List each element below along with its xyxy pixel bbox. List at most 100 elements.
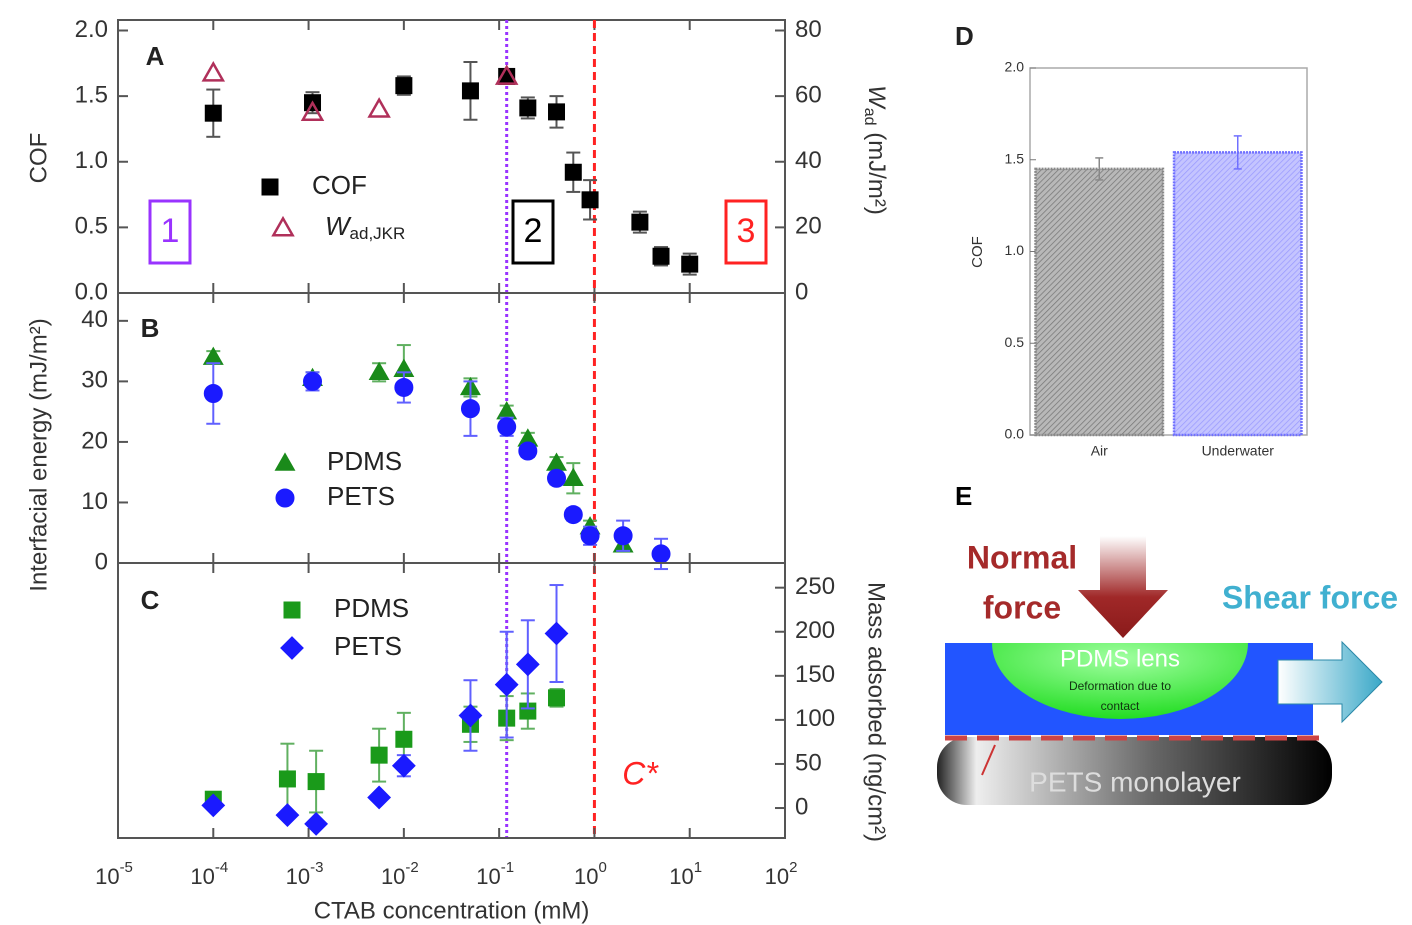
x-tick-base: 10 (669, 864, 693, 889)
x-tick-exponent: -4 (215, 859, 228, 876)
y2-label-unit: (mJ/m²) (863, 126, 890, 215)
monolayer-label: PETS monolayer (1029, 766, 1241, 797)
x-tick-exponent: -2 (405, 859, 418, 876)
marker-diamond (304, 811, 329, 836)
y-tick-label: 10 (81, 488, 108, 515)
y-tick-label: 1.5 (75, 81, 108, 108)
y-tick-label: 0.0 (75, 278, 108, 305)
y-tick-label: 0.5 (75, 213, 108, 240)
legend-symbol: W (325, 211, 352, 241)
y2-tick-label: 20 (795, 213, 822, 240)
shear-force-label: Shear force (1222, 579, 1398, 615)
normal-force-label: Normal (967, 539, 1077, 575)
marker-circle (394, 377, 414, 397)
normal-force-label: force (983, 589, 1061, 625)
y-axis-label: Interfacial energy (mJ/m²) (25, 318, 52, 591)
panel-letter: C (141, 585, 160, 615)
marker-square (652, 247, 670, 265)
x-tick-label: 102 (765, 859, 798, 889)
marker-square (631, 213, 649, 231)
x-tick-exponent: 0 (598, 859, 606, 876)
pdms-lens (992, 643, 1248, 719)
x-tick-base: 10 (95, 864, 119, 889)
y-tick-label: 0.0 (1005, 426, 1025, 442)
legend-entry: PETS (334, 631, 402, 661)
legend-name: PETS (334, 631, 402, 661)
y-tick-label: 50 (795, 749, 822, 776)
legend-name: PDMS (327, 446, 402, 476)
x-axis-label: CTAB concentration (mM) (314, 897, 590, 924)
marker-square (564, 163, 582, 181)
marker-triangle (562, 467, 584, 486)
y-tick-label: 1.5 (1005, 150, 1025, 166)
marker-diamond (515, 652, 540, 677)
x-tick-label: 10-3 (286, 859, 324, 889)
marker-triangle (367, 97, 391, 118)
y2-tick-label: 40 (795, 147, 822, 174)
legend-entry: COF (312, 170, 367, 200)
marker-square (519, 99, 537, 117)
legend-entry: Wad,JKR (325, 211, 405, 244)
y-axis-label: COF (969, 236, 986, 268)
plot-frame (117, 292, 786, 564)
pointer (981, 744, 996, 776)
x-tick-base: 10 (190, 864, 214, 889)
marker-circle (547, 468, 567, 488)
y-tick-label: 100 (795, 705, 835, 732)
lens-label: PDMS lens (1060, 645, 1180, 672)
x-tick-exponent: 1 (694, 859, 702, 876)
y-tick-label: 250 (795, 573, 835, 600)
lens-note: contact (1101, 699, 1140, 713)
legend-marker (271, 215, 295, 237)
marker-circle (203, 383, 223, 403)
marker-square (461, 82, 479, 100)
y-tick-label: 2.0 (75, 16, 108, 43)
y-tick-label: 1.0 (1005, 242, 1025, 258)
legend-marker (274, 452, 296, 471)
panel-letter: E (955, 481, 972, 511)
y2-tick-label: 80 (795, 16, 822, 43)
y-tick-label: 200 (795, 617, 835, 644)
region-label: 1 (161, 212, 180, 250)
y-tick-label: 30 (81, 367, 108, 394)
marker-diamond (391, 753, 416, 778)
x-tick-exponent: -1 (501, 859, 514, 876)
marker-triangle (201, 61, 226, 82)
marker-diamond (201, 793, 226, 818)
marker-triangle (546, 452, 567, 471)
x-tick-label: 100 (574, 859, 607, 889)
legend-subscript: ad,JKR (350, 224, 406, 243)
legend-entry: PETS (327, 481, 395, 511)
legend-name: PETS (327, 481, 395, 511)
legend-marker (275, 488, 295, 508)
y-tick-label: 0.5 (1005, 334, 1025, 350)
x-tick-base: 10 (381, 864, 405, 889)
region-label: 2 (524, 212, 543, 250)
legend-entry: PDMS (327, 446, 402, 476)
y2-label-subscript: ad (861, 108, 878, 126)
x-tick-exponent: -5 (120, 859, 133, 876)
x-tick-label: 10-5 (95, 859, 133, 889)
legend-name: PDMS (334, 593, 409, 623)
marker-circle (303, 371, 323, 391)
y-axis-label: COF (25, 133, 52, 184)
bar (1034, 167, 1165, 437)
y2-axis-label: Wad (mJ/m²) (861, 85, 890, 215)
marker-circle (460, 399, 480, 419)
x-tick-exponent: -3 (310, 859, 323, 876)
annotation: C* (622, 755, 659, 791)
marker-circle (518, 441, 538, 461)
y-tick-label: 2.0 (1005, 59, 1025, 75)
x-tick-label: 10-2 (381, 859, 419, 889)
y-tick-label: 20 (81, 427, 108, 454)
marker-triangle (496, 401, 518, 420)
marker-square (395, 77, 413, 95)
marker-square (370, 746, 388, 764)
x-tick-label: 10-4 (190, 859, 228, 889)
shear-arrow (1277, 640, 1383, 724)
marker-diamond (275, 803, 300, 827)
y2-tick-label: 60 (795, 81, 822, 108)
y-tick-label: 1.0 (75, 147, 108, 174)
normal-arrow (1078, 536, 1168, 638)
region-box (511, 199, 555, 265)
